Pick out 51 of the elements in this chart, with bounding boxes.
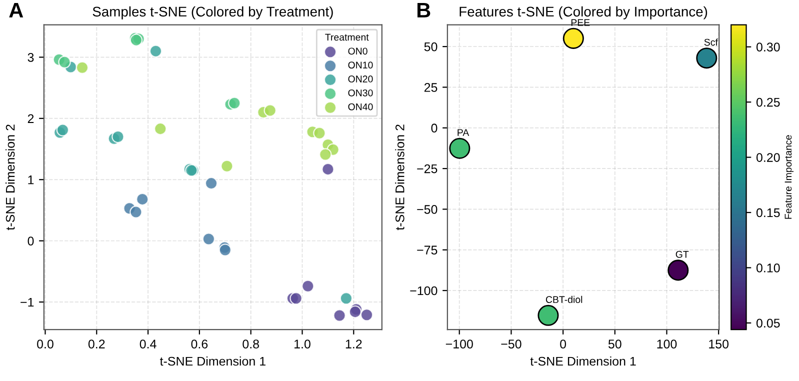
legend-label: ON20: [348, 76, 373, 82]
y-tick-label: 0: [431, 124, 438, 133]
color-bar-label: 0.15: [756, 208, 780, 218]
annotation: CBT-diol: [546, 296, 582, 304]
y-tick-label: 1: [28, 176, 34, 184]
legend-label: ON10: [348, 62, 373, 69]
x-tick-label: −50: [501, 340, 522, 348]
chart-title: Samples t-SNE (Colored by Treatment): [92, 6, 333, 20]
x-tick-label: 0.8: [242, 340, 259, 348]
color-bar-label: 0.30: [756, 42, 780, 52]
y-tick-label: 3: [28, 53, 34, 62]
y-tick-label: 0: [28, 236, 34, 246]
y-tick-label: −75: [417, 246, 438, 255]
y-tick-label: 2: [28, 114, 34, 123]
x-tick-label: −100: [446, 340, 473, 348]
y-tick-label: −50: [417, 205, 438, 214]
chart-title: Features t-SNE (Colored by Importance): [460, 6, 708, 20]
color-bar-title: Feature Importance: [784, 135, 794, 219]
color-bar-label: 0.05: [756, 318, 780, 328]
x-tick-label: 1.0: [294, 340, 310, 348]
x-tick-label: 0.2: [88, 340, 105, 348]
y-tick-label: −1: [20, 298, 34, 307]
annotation: PA: [458, 129, 470, 136]
x-tick-label: 50: [608, 340, 622, 348]
x-tick-label: 0.4: [140, 340, 156, 348]
legend-label: ON0: [348, 48, 368, 55]
y-tick-label: −25: [417, 164, 438, 174]
y-tick-label: 50: [424, 42, 438, 52]
x-axis-title: t-SNE Dimension 1: [160, 356, 266, 366]
color-bar-label: 0.25: [756, 98, 780, 107]
x-tick-label: 100: [657, 340, 677, 348]
y-axis-title: t-SNE Dimension 2: [6, 124, 15, 230]
text: B: [417, 3, 430, 18]
color-bar-label: 0.10: [756, 264, 780, 272]
annotation: PEE: [571, 19, 590, 26]
x-tick-label: 0.0: [37, 340, 54, 348]
color-bar-label: 0.20: [756, 153, 780, 162]
y-tick-label: −100: [410, 286, 438, 296]
annotation: Scf: [704, 38, 718, 46]
y-tick-label: 25: [424, 83, 438, 92]
legend-label: ON40: [348, 103, 373, 110]
legend-title: Treatment: [325, 34, 369, 41]
x-axis-title: t-SNE Dimension 1: [530, 356, 636, 366]
x-tick-label: 1.2: [346, 340, 362, 348]
text: A: [9, 3, 24, 18]
annotation: GT: [676, 250, 689, 258]
x-tick-label: 0: [560, 340, 566, 348]
x-tick-label: 0.6: [191, 340, 208, 348]
x-tick-label: 150: [709, 340, 729, 348]
legend-label: ON30: [348, 89, 373, 96]
y-axis-title: t-SNE Dimension 2: [395, 124, 404, 230]
